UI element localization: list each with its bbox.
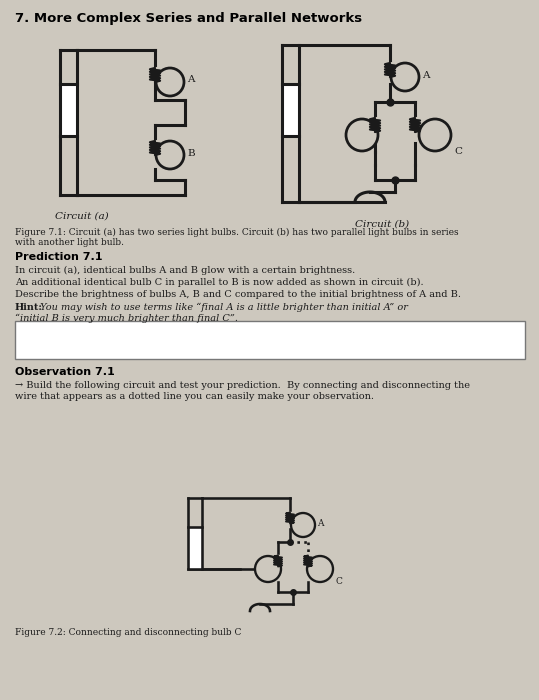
Circle shape (255, 556, 281, 582)
Text: Describe the brightness of bulbs A, B and C compared to the initial brightness o: Describe the brightness of bulbs A, B an… (15, 290, 461, 299)
Text: A: A (187, 76, 195, 85)
Circle shape (419, 119, 451, 151)
Text: An additional identical bulb C in parallel to B is now added as shown in circuit: An additional identical bulb C in parall… (15, 278, 424, 287)
Text: “initial B is very much brighter than final C”.: “initial B is very much brighter than fi… (15, 314, 238, 323)
Bar (281, 84, 299, 136)
Bar (188, 527, 202, 569)
Text: B: B (187, 148, 195, 158)
Bar (15, 321, 525, 359)
Text: Hint:: Hint: (15, 303, 43, 312)
Circle shape (156, 141, 184, 169)
Text: wire that appears as a dotted line you can easily make your observation.: wire that appears as a dotted line you c… (15, 392, 374, 401)
Text: B: B (363, 129, 371, 137)
Text: C: C (335, 578, 342, 587)
Circle shape (156, 68, 184, 96)
Text: → Build the following circuit and test your prediction.  By connecting and disco: → Build the following circuit and test y… (15, 381, 470, 390)
Text: C: C (454, 146, 462, 155)
Text: In circuit (a), identical bulbs A and B glow with a certain brightness.: In circuit (a), identical bulbs A and B … (15, 266, 355, 275)
Text: A: A (317, 519, 323, 528)
Bar (59, 84, 77, 136)
Circle shape (291, 513, 315, 537)
Text: Circuit (a): Circuit (a) (55, 212, 109, 221)
Circle shape (346, 119, 378, 151)
Text: Figure 7.1: Circuit (a) has two series light bulbs. Circuit (b) has two parallel: Figure 7.1: Circuit (a) has two series l… (15, 228, 459, 237)
Text: B: B (267, 564, 273, 573)
Text: A: A (422, 71, 430, 80)
Text: Observation 7.1: Observation 7.1 (15, 367, 115, 377)
Text: 7. More Complex Series and Parallel Networks: 7. More Complex Series and Parallel Netw… (15, 12, 362, 25)
Text: with another light bulb.: with another light bulb. (15, 238, 124, 247)
Text: Figure 7.2: Connecting and disconnecting bulb C: Figure 7.2: Connecting and disconnecting… (15, 628, 241, 637)
Circle shape (391, 63, 419, 91)
Text: Prediction 7.1: Prediction 7.1 (15, 252, 102, 262)
Circle shape (307, 556, 333, 582)
Text: You may wish to use terms like “final A is a little brighter than initial A” or: You may wish to use terms like “final A … (37, 303, 408, 312)
Text: Circuit (b): Circuit (b) (355, 220, 409, 229)
